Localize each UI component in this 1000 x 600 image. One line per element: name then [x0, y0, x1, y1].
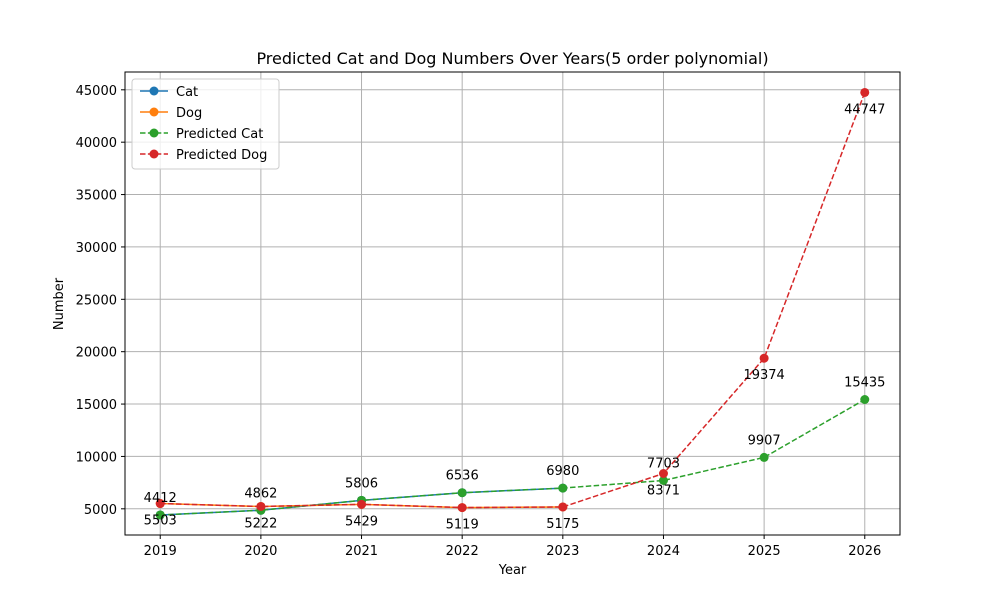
- y-tick-label: 10000: [76, 450, 117, 465]
- data-point-predicted-cat: [155, 510, 165, 520]
- data-label: 7703: [647, 456, 680, 471]
- x-tick-label: 2026: [848, 544, 881, 559]
- legend-swatch-marker: [149, 149, 159, 159]
- y-axis-title: Number: [52, 277, 67, 330]
- legend-entry-predicted-dog: Predicted Dog: [176, 148, 267, 163]
- y-axis-ticks: 5000 10000 15000 20000 25000 30000 35000 40000 4…: [76, 84, 125, 518]
- data-label: 15435: [844, 376, 885, 391]
- data-label: 5222: [244, 516, 277, 531]
- data-label: 6980: [546, 464, 579, 479]
- data-point-predicted-dog: [658, 469, 668, 479]
- data-point-predicted-dog: [357, 499, 367, 509]
- x-axis-title: Year: [498, 563, 527, 578]
- data-label: 5806: [345, 476, 378, 491]
- data-point-predicted-dog: [860, 87, 870, 97]
- y-tick-label: 35000: [76, 189, 117, 204]
- data-point-predicted-dog: [155, 499, 165, 509]
- data-label: 19374: [743, 368, 784, 383]
- data-point-predicted-dog: [457, 503, 467, 513]
- y-tick-label: 40000: [76, 136, 117, 151]
- y-tick-label: 20000: [76, 346, 117, 361]
- legend-swatch-marker: [149, 107, 159, 117]
- data-labels: 4412 4862 5806 6536 6980 7703 9907 15435 5503 522…: [144, 102, 886, 532]
- x-tick-label: 2020: [244, 544, 277, 559]
- y-tick-label: 25000: [76, 293, 117, 308]
- data-label: 5119: [446, 518, 479, 533]
- data-point-predicted-dog: [558, 502, 568, 512]
- data-point-predicted-cat: [860, 395, 870, 405]
- legend-entry-predicted-cat: Predicted Cat: [176, 127, 263, 142]
- data-label: 8371: [647, 484, 680, 499]
- data-label: 44747: [844, 102, 885, 117]
- data-label: 5175: [546, 517, 579, 532]
- data-point-predicted-dog: [759, 353, 769, 363]
- x-tick-label: 2024: [647, 544, 680, 559]
- series-layer: [155, 87, 870, 520]
- data-label: 4862: [244, 486, 277, 501]
- x-axis-ticks: 2019 2020 2021 2022 2023 2024 2025 2026: [144, 535, 881, 559]
- legend-swatch-marker: [149, 128, 159, 138]
- legend-entry-dog: Dog: [176, 106, 202, 121]
- data-point-predicted-cat: [759, 452, 769, 462]
- x-tick-label: 2022: [446, 544, 479, 559]
- series-line-predicted-dog: [160, 92, 866, 509]
- plot-area-frame: [124, 71, 901, 536]
- data-label: 5503: [144, 514, 177, 529]
- y-tick-label: 15000: [76, 398, 117, 413]
- chart-title: Predicted Cat and Dog Numbers Over Years…: [256, 49, 768, 68]
- x-tick-label: 2025: [748, 544, 781, 559]
- data-point-predicted-cat: [658, 475, 668, 485]
- data-label: 5429: [345, 514, 378, 529]
- legend-box: [131, 78, 280, 170]
- data-point-predicted-dog: [256, 501, 266, 511]
- data-point-predicted-cat: [558, 483, 568, 493]
- legend: Cat Dog Predicted Cat Predicted Dog: [131, 78, 280, 170]
- x-tick-label: 2019: [144, 544, 177, 559]
- x-tick-label: 2023: [546, 544, 579, 559]
- legend-swatch-marker: [149, 86, 159, 96]
- y-tick-label: 30000: [76, 241, 117, 256]
- y-tick-label: 45000: [76, 84, 117, 99]
- x-tick-label: 2021: [345, 544, 378, 559]
- data-point-predicted-cat: [457, 488, 467, 498]
- y-tick-label: 5000: [84, 503, 117, 518]
- legend-entry-cat: Cat: [176, 85, 198, 100]
- data-label: 9907: [748, 433, 781, 448]
- data-label: 6536: [446, 469, 479, 484]
- grid-lines: [125, 72, 900, 535]
- data-label: 4412: [144, 491, 177, 506]
